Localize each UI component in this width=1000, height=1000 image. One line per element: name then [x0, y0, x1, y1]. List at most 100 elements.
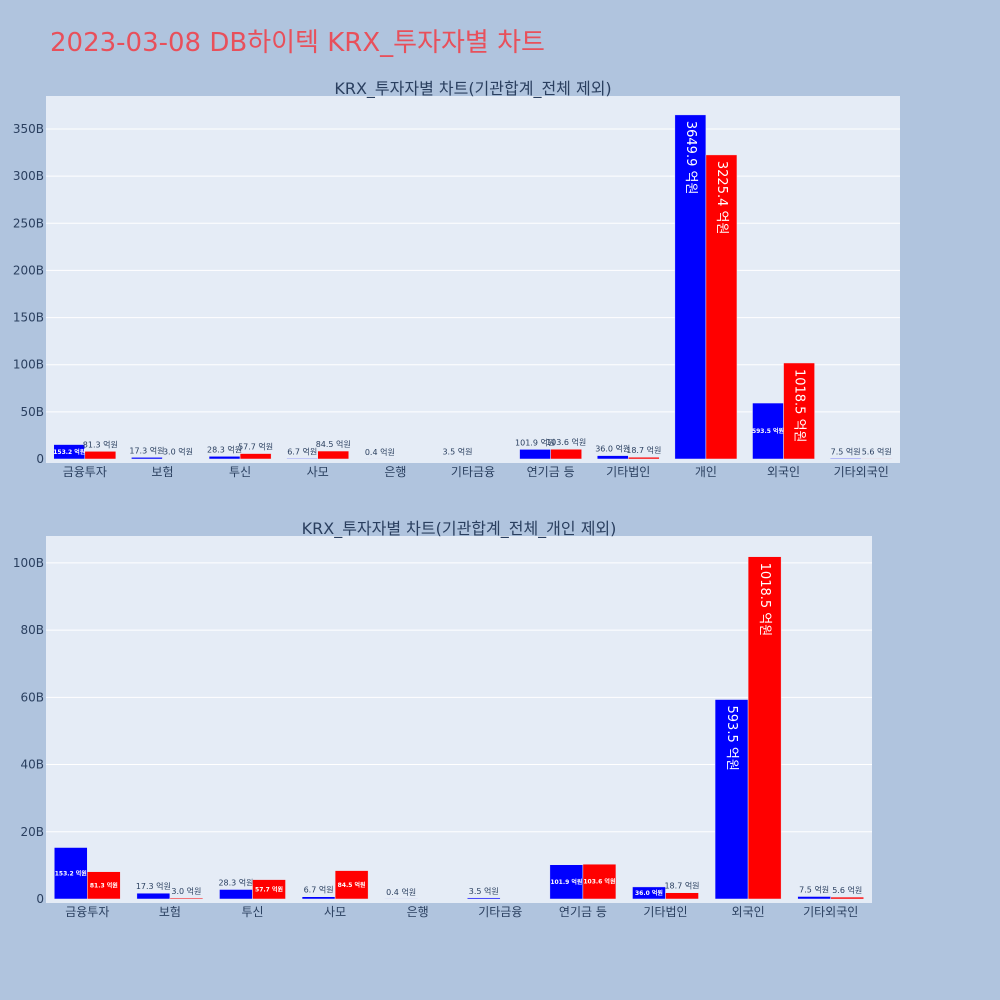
bar-blue	[54, 847, 88, 900]
bar-blue	[797, 896, 831, 900]
data-label: 57.7 억원	[238, 442, 273, 452]
bar-red	[747, 556, 782, 900]
data-label: 3.0 억원	[163, 447, 193, 457]
data-label: 7.5 억원	[799, 884, 829, 894]
x-tick-label: 투신	[229, 465, 251, 479]
y-tick-label: 250B	[13, 216, 44, 230]
data-label: 84.5 억원	[316, 439, 351, 449]
data-label: 593.5 억원	[724, 706, 739, 771]
x-tick-label: 금융투자	[63, 465, 107, 479]
y-tick-label: 50B	[20, 405, 44, 419]
data-label: 103.6 억원	[583, 878, 615, 886]
x-tick-label: 금융투자	[65, 905, 109, 919]
y-tick-label: 100B	[13, 358, 44, 372]
bar-red	[169, 897, 204, 900]
data-label: 153.2 억원	[53, 448, 85, 456]
chart-title: KRX_투자자별 차트(기관합계_전체 제외)	[334, 79, 611, 99]
x-tick-label: 투신	[241, 905, 263, 919]
chart-all-investors: 0 50B 100B 150B 200B 250B 300B 350B KRX_투자자별 차트(…	[13, 79, 900, 479]
bar-blue	[714, 699, 749, 900]
bar-red	[705, 154, 738, 460]
bar-blue	[301, 896, 336, 900]
data-label: 81.3 억원	[83, 439, 118, 449]
x-tick-label: 연기금 등	[527, 465, 575, 479]
data-label: 3.5 억원	[442, 447, 472, 457]
x-tick-label: 사모	[307, 465, 329, 479]
y-tick-label: 350B	[13, 122, 44, 136]
y-tick-label: 60B	[20, 690, 44, 704]
bar-blue	[549, 864, 584, 900]
x-tick-label: 은행	[384, 464, 406, 479]
bar-red	[860, 458, 893, 460]
x-tick-label: 연기금 등	[559, 905, 607, 919]
data-label: 0.4 억원	[386, 887, 416, 897]
page-title: 2023-03-08 DB하이텍 KRX_투자자별 차트	[50, 28, 545, 58]
data-label: 6.7 억원	[287, 446, 317, 456]
data-label: 81.3 억원	[90, 881, 118, 889]
x-tick-label: 기타외국인	[834, 465, 889, 479]
bar-blue	[136, 892, 171, 900]
data-label: 28.3 억원	[207, 444, 242, 454]
data-label: 593.5 억원	[752, 427, 784, 435]
bar-red	[582, 863, 617, 900]
y-tick-label: 100B	[13, 556, 44, 570]
x-tick-label: 외국인	[767, 465, 800, 479]
x-tick-label: 기타법인	[643, 905, 687, 919]
bar-red	[830, 896, 864, 900]
bar-red	[550, 448, 582, 460]
y-tick-label: 0	[36, 452, 44, 466]
x-tick-label: 기타법인	[606, 465, 650, 479]
data-label: 3649.9 억원	[683, 121, 698, 195]
bar-red	[87, 871, 121, 900]
data-label: 18.7 억원	[664, 881, 699, 891]
chart-title: KRX_투자자별 차트(기관합계_전체_개인 제외)	[302, 519, 617, 539]
data-label: 101.9 억원	[515, 437, 555, 447]
data-label: 5.6 억원	[862, 446, 892, 456]
x-tick-label: 보험	[159, 905, 181, 919]
y-tick-label: 0	[36, 892, 44, 906]
y-tick-label: 200B	[13, 263, 44, 277]
data-label: 103.6 억원	[546, 437, 586, 447]
bar-red	[252, 879, 286, 900]
data-label: 101.9 억원	[550, 878, 582, 886]
bar-red	[783, 362, 815, 460]
data-label: 6.7 억원	[304, 885, 334, 895]
data-label: 36.0 억원	[595, 444, 630, 454]
x-tick-label: 외국인	[732, 905, 765, 919]
data-label: 1018.5 억원	[792, 369, 807, 443]
y-tick-label: 20B	[20, 825, 44, 839]
x-tick-label: 기타외국인	[803, 905, 858, 919]
bar-blue	[467, 897, 501, 900]
y-tick-label: 40B	[20, 758, 44, 772]
data-label: 0.4 억원	[365, 447, 395, 457]
y-tick-label: 150B	[13, 311, 44, 325]
data-label: 36.0 억원	[635, 889, 663, 897]
data-label: 17.3 억원	[129, 445, 164, 455]
data-label: 153.2 억원	[55, 869, 87, 877]
data-label: 5.6 억원	[832, 885, 862, 895]
bar-red	[665, 892, 699, 900]
bar-blue	[131, 457, 163, 460]
bar-red	[239, 453, 272, 460]
data-label: 28.3 억원	[218, 877, 253, 887]
data-label: 3.5 억원	[469, 886, 499, 896]
data-label: 7.5 억원	[831, 446, 861, 456]
x-tick-label: 기타금융	[478, 905, 522, 919]
x-tick-label: 보험	[151, 465, 173, 479]
data-label: 84.5 억원	[338, 881, 366, 889]
data-label: 17.3 억원	[136, 881, 171, 891]
data-label: 1018.5 억원	[757, 563, 772, 637]
data-label: 18.7 억원	[626, 445, 661, 455]
x-tick-label: 개인	[695, 465, 717, 479]
bar-red	[628, 456, 660, 460]
x-tick-label: 사모	[324, 905, 346, 919]
x-tick-label: 은행	[407, 904, 429, 919]
bar-red	[334, 870, 369, 900]
bar-red	[317, 450, 350, 460]
bar-blue	[219, 889, 253, 900]
y-tick-label: 300B	[13, 169, 44, 183]
plot-area	[46, 96, 900, 463]
x-tick-label: 기타금융	[451, 465, 495, 479]
y-tick-label: 80B	[20, 623, 44, 637]
